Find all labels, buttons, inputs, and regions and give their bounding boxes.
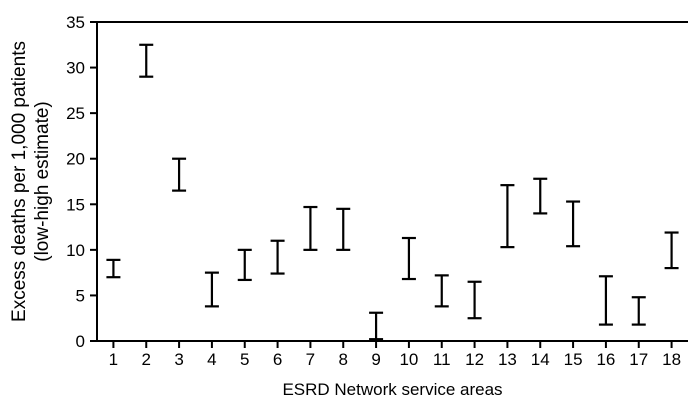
x-tick-label: 7	[306, 350, 315, 369]
error-bar	[172, 157, 187, 192]
x-tick-label: 13	[498, 350, 517, 369]
y-tick-label: 10	[66, 241, 85, 260]
y-tick-label: 5	[76, 286, 85, 305]
error-bar	[237, 248, 252, 282]
y-tick-label: 15	[66, 195, 85, 214]
error-bar	[598, 275, 613, 326]
y-axis: 0 5 10 15 20 25 30 35	[66, 13, 97, 351]
y-tick-label: 30	[66, 59, 85, 78]
error-bar	[369, 311, 384, 341]
error-bar	[303, 205, 318, 251]
x-tick-label: 4	[207, 350, 216, 369]
x-tick-label: 3	[174, 350, 183, 369]
error-bar	[664, 231, 679, 270]
error-bar	[270, 239, 285, 275]
y-tick-label: 35	[66, 13, 85, 32]
error-bar	[533, 177, 548, 215]
error-bar	[434, 274, 449, 308]
x-tick-label: 8	[339, 350, 348, 369]
y-tick-label: 20	[66, 150, 85, 169]
x-tick-label: 16	[596, 350, 615, 369]
x-tick-label: 9	[371, 350, 380, 369]
x-tick-label: 1	[109, 350, 118, 369]
error-bar	[139, 43, 154, 78]
x-tick-label: 11	[433, 350, 451, 369]
x-tick-label: 18	[662, 350, 681, 369]
x-tick-label: 2	[142, 350, 151, 369]
error-bar	[500, 184, 515, 249]
y-axis-label: Excess deaths per 1,000 patients	[9, 41, 30, 322]
error-bar	[631, 296, 646, 326]
x-tick-label: 15	[564, 350, 583, 369]
error-bars	[106, 43, 679, 341]
x-tick-label: 14	[531, 350, 550, 369]
x-tick-label: 5	[240, 350, 249, 369]
error-bar	[204, 271, 219, 308]
x-tick-label: 12	[465, 350, 484, 369]
error-bar	[336, 207, 351, 251]
plot-frame	[96, 21, 688, 342]
x-tick-label: 6	[273, 350, 282, 369]
x-tick-label: 10	[399, 350, 418, 369]
error-bar	[401, 236, 416, 281]
error-bar	[106, 258, 121, 279]
x-tick-label: 17	[629, 350, 648, 369]
x-axis: 1 2 3 4 5 6 7 8 9 10 11 12 13 14 15 16 17 18	[109, 341, 681, 369]
error-bar	[467, 280, 482, 320]
x-axis-label: ESRD Network service areas	[282, 380, 502, 399]
y-tick-label: 25	[66, 104, 85, 123]
error-bar	[566, 200, 581, 248]
y-tick-label: 0	[76, 332, 85, 351]
y-axis-sublabel: (low-high estimate)	[32, 101, 53, 262]
